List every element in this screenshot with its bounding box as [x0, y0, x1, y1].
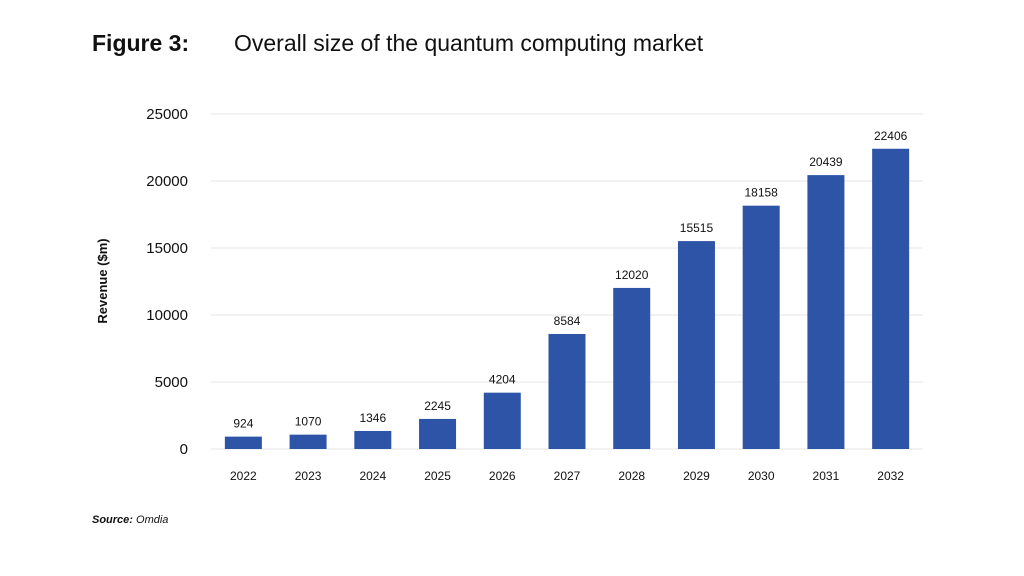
y-axis-tick-labels: 0 5000 10000 15000 20000 25000 [146, 106, 188, 458]
x-tick-label: 2028 [618, 469, 645, 483]
bar [548, 333, 586, 449]
y-tick-label: 10000 [146, 307, 188, 324]
bar [613, 287, 651, 449]
data-label: 1070 [295, 415, 322, 429]
data-label: 15515 [680, 221, 714, 235]
data-label: 18158 [744, 186, 778, 200]
x-axis-tick-labels: 2022 2023 2024 2025 2026 2027 2028 2029 2030 2031… [230, 469, 904, 483]
x-tick-label: 2022 [230, 469, 257, 483]
bar [677, 241, 715, 449]
bar [354, 430, 392, 449]
source-note: Source: Omdia [92, 514, 168, 526]
x-tick-label: 2032 [877, 469, 904, 483]
bar [419, 418, 457, 449]
bar [224, 436, 262, 449]
data-labels: 924 1070 1346 2245 4204 8584 12020 15515 18158 20… [233, 129, 907, 431]
source-text: Omdia [136, 514, 169, 526]
data-label: 12020 [615, 268, 649, 282]
x-tick-label: 2025 [424, 469, 451, 483]
bar [872, 148, 910, 450]
y-tick-label: 0 [180, 441, 188, 458]
bars [224, 148, 910, 450]
data-label: 22406 [874, 129, 908, 143]
source-prefix: Source: [92, 514, 133, 526]
bar [483, 392, 521, 449]
x-tick-label: 2030 [748, 469, 775, 483]
x-tick-label: 2029 [683, 469, 710, 483]
y-axis-title: Revenue ($m) [95, 238, 110, 323]
y-tick-label: 5000 [155, 374, 188, 391]
chart-title: Overall size of the quantum computing ma… [234, 30, 704, 56]
data-label: 8584 [554, 314, 581, 328]
y-tick-label: 25000 [146, 106, 188, 123]
x-tick-label: 2027 [554, 469, 581, 483]
data-label: 2245 [424, 399, 451, 413]
data-label: 4204 [489, 373, 516, 387]
x-tick-label: 2023 [295, 469, 322, 483]
y-tick-label: 20000 [146, 173, 188, 190]
bar [807, 175, 845, 449]
data-label: 1346 [359, 411, 386, 425]
y-tick-label: 15000 [146, 240, 188, 257]
data-label: 924 [233, 417, 253, 431]
x-tick-label: 2024 [359, 469, 386, 483]
bar [742, 205, 780, 449]
x-tick-label: 2031 [813, 469, 840, 483]
bar [289, 434, 327, 449]
figure-label: Figure 3: [92, 30, 190, 56]
data-label: 20439 [809, 155, 843, 169]
x-tick-label: 2026 [489, 469, 516, 483]
